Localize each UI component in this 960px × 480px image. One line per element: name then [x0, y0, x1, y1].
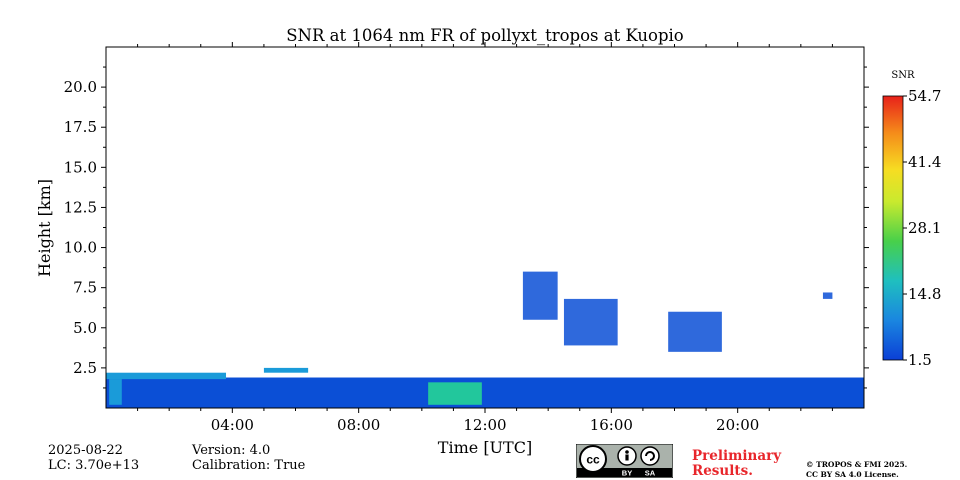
- colorbar-tick-label: 28.1: [908, 219, 941, 237]
- y-tick-label: 7.5: [73, 279, 97, 297]
- y-tick-label: 2.5: [73, 359, 97, 377]
- y-tick-label: 5.0: [73, 319, 97, 337]
- plot-frame: [105, 46, 865, 409]
- x-axis-label: Time [UTC]: [438, 438, 532, 457]
- colorbar-gradient: [882, 95, 904, 361]
- y-axis-label: Height [km]: [35, 179, 54, 277]
- svg-text:cc: cc: [586, 453, 600, 467]
- footer-lc: LC: 3.70e+13: [48, 458, 140, 473]
- heatmap-region-cloud: [563, 298, 618, 346]
- x-tick-label: 20:00: [716, 416, 759, 434]
- footer-date: 2025-08-22: [48, 443, 123, 458]
- y-tick-label: 12.5: [64, 198, 97, 216]
- y-axis: 2.5 5.0 7.5 10.0 12.5 15.0 17.5 20.0: [64, 66, 869, 389]
- badge-by-label: BY: [622, 469, 632, 478]
- share-alike-icon: [640, 446, 660, 466]
- heatmap-region-layer: [106, 372, 227, 380]
- license-note: © TROPOS & FMI 2025. CC BY SA 4.0 Licens…: [806, 460, 907, 480]
- badge-sa-label: SA: [645, 469, 656, 478]
- y-tick-label: 15.0: [64, 158, 97, 176]
- y-tick-label: 10.0: [64, 239, 97, 257]
- cc-by-sa-badge: cc BY SA: [576, 444, 673, 478]
- colorbar-tick-label: 1.5: [908, 351, 932, 369]
- colorbar: SNR 1.5 14.8 28.1 41.4 54.7: [882, 70, 941, 369]
- x-axis: 04:00 08:00 12:00 16:00 20:00: [137, 42, 833, 434]
- license-line-1: © TROPOS & FMI 2025.: [806, 460, 908, 469]
- preliminary-results-note: Preliminary Results.: [692, 449, 781, 479]
- heatmap-region-layer: [109, 379, 122, 405]
- colorbar-tick-label: 41.4: [908, 153, 941, 171]
- x-tick-label: 12:00: [463, 416, 506, 434]
- heatmap-region-cloud: [522, 271, 558, 320]
- colorbar-label: SNR: [891, 70, 915, 81]
- x-tick-label: 08:00: [337, 416, 380, 434]
- y-tick-label: 20.0: [64, 78, 97, 96]
- x-tick-label: 16:00: [590, 416, 633, 434]
- footer-calibration: Calibration: True: [192, 458, 306, 473]
- heatmap-region-cloud: [822, 292, 833, 299]
- cc-icon: [579, 445, 607, 473]
- heatmap-layer: [106, 271, 864, 408]
- colorbar-tick-label: 54.7: [908, 87, 941, 105]
- heatmap-region-cloud: [668, 311, 722, 352]
- license-line-2: CC BY SA 4.0 License.: [806, 470, 899, 479]
- preliminary-line-1: Preliminary: [692, 448, 782, 464]
- x-tick-label: 04:00: [211, 416, 254, 434]
- y-tick-label: 17.5: [64, 118, 97, 136]
- colorbar-ticks: 1.5 14.8 28.1 41.4 54.7: [903, 87, 941, 369]
- colorbar-tick-label: 14.8: [908, 285, 941, 303]
- heatmap-region-layer: [263, 367, 309, 373]
- preliminary-line-2: Results.: [692, 463, 753, 479]
- heatmap-region-low: [106, 377, 864, 408]
- heatmap-region-layer: [428, 382, 482, 405]
- footer-version: Version: 4.0: [192, 443, 271, 458]
- chart-title: SNR at 1064 nm FR of pollyxt_tropos at K…: [286, 26, 684, 45]
